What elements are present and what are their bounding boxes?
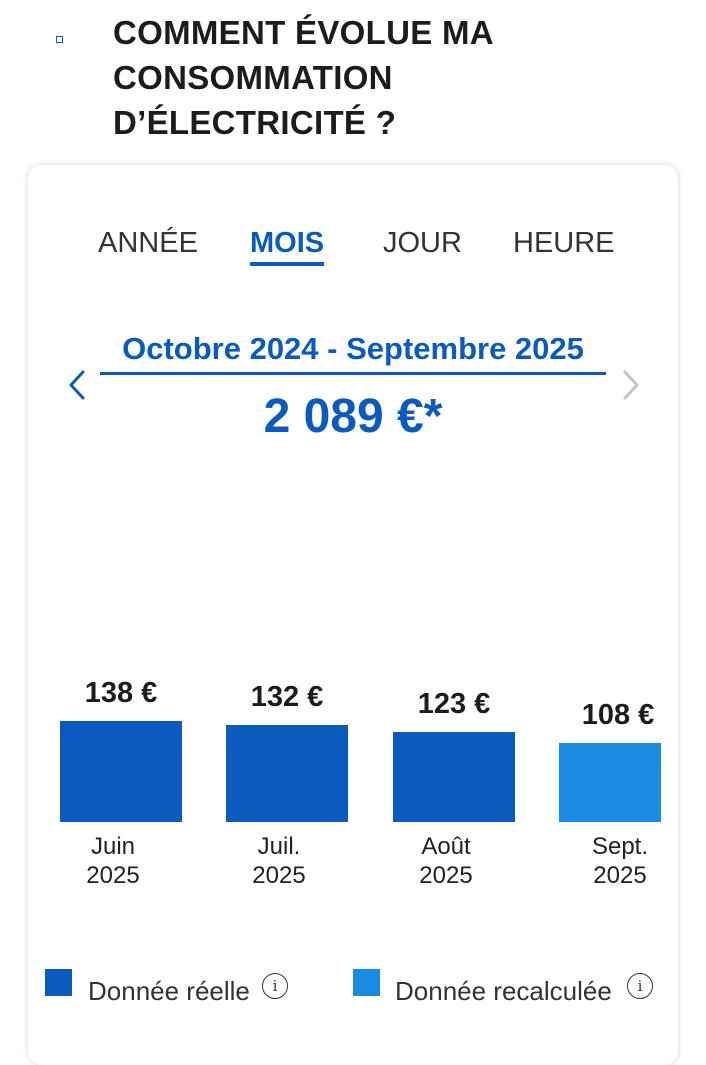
bar-value-label: 138 € <box>84 676 158 709</box>
bar-value-label: 108 € <box>581 698 655 731</box>
consumption-card <box>28 165 678 1065</box>
bar-1[interactable] <box>226 724 348 822</box>
x-axis-tick-label: Août 2025 <box>419 833 473 889</box>
bar-value-label: 132 € <box>250 680 324 713</box>
bar-value-label: 123 € <box>417 687 491 720</box>
period-block: Octobre 2024 - Septembre 2025 2 089 €* <box>100 330 606 443</box>
legend-swatch-recalculated <box>353 969 380 996</box>
period-selector[interactable]: Octobre 2024 - Septembre 2025 <box>100 330 606 375</box>
tab-heure[interactable]: HEURE <box>513 227 615 259</box>
chevron-right-icon[interactable] <box>615 370 645 400</box>
x-axis-tick-label: Juin 2025 <box>86 833 140 889</box>
legend-swatch-real <box>45 969 72 996</box>
title-bullet-icon <box>56 36 63 43</box>
x-axis-tick-label: Juil. 2025 <box>252 833 306 889</box>
tab-mois[interactable]: MOIS <box>250 226 325 266</box>
info-icon[interactable]: i <box>262 973 288 999</box>
bar-3[interactable] <box>559 742 661 822</box>
legend-label-recalculated: Donnée recalculée <box>395 976 612 1006</box>
bar-2[interactable] <box>393 731 515 822</box>
tab-annee[interactable]: ANNÉE <box>98 227 198 259</box>
info-icon[interactable]: i <box>627 973 653 999</box>
chevron-left-icon[interactable] <box>63 370 93 400</box>
tab-jour[interactable]: JOUR <box>383 227 462 259</box>
legend-label-real: Donnée réelle <box>88 976 250 1006</box>
bar-0[interactable] <box>60 720 182 822</box>
page-title: COMMENT ÉVOLUE MA CONSOMMATION D’ÉLECTRI… <box>113 14 493 141</box>
x-axis-tick-label: Sept. 2025 <box>591 833 649 889</box>
period-total: 2 089 €* <box>263 390 443 443</box>
